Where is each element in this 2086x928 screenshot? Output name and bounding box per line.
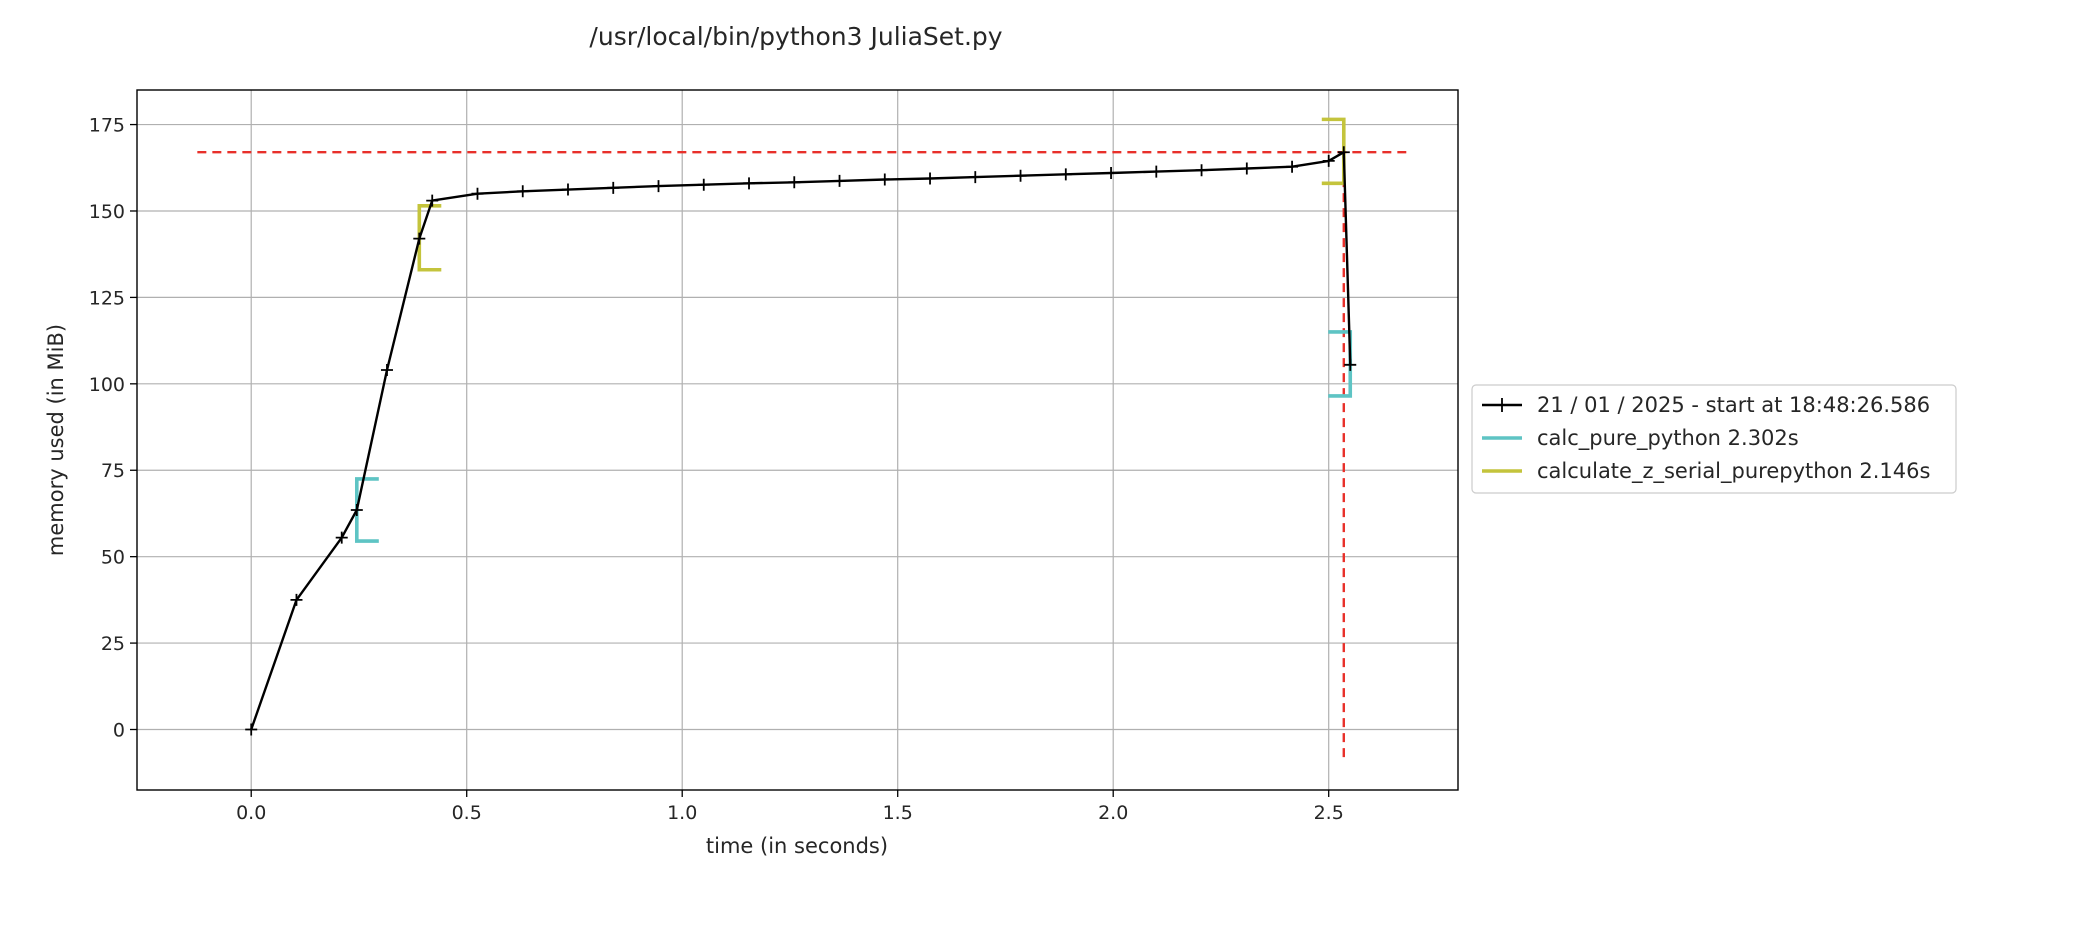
y-axis-label: memory used (in MiB) [44,324,68,556]
y-tick-label: 175 [89,115,125,137]
plot-background [137,90,1458,790]
data-point-marker [607,181,620,194]
data-point-marker [833,174,846,187]
y-tick-label: 50 [101,547,125,569]
data-point-marker [1059,168,1072,181]
x-tick-label: 0.5 [452,802,482,824]
data-point-marker [1150,165,1163,178]
y-tick-label: 150 [89,201,125,223]
data-point-marker [1286,160,1299,173]
data-point-marker [335,531,348,544]
x-axis-label: time (in seconds) [706,834,888,858]
y-tick-label: 0 [113,720,125,742]
legend-label: calc_pure_python 2.302s [1537,426,1799,451]
legend-label: calculate_z_serial_purepython 2.146s [1537,459,1930,484]
y-tick-label: 125 [89,287,125,309]
x-tick-label: 2.5 [1314,802,1344,824]
data-point-marker [380,364,393,376]
y-axis-ticks: 0 25 50 75 100 125 150 175 [89,115,137,742]
data-point-marker [1195,164,1208,177]
data-point-marker [471,187,484,200]
data-point-marker [1105,166,1118,179]
data-point-marker [697,178,710,191]
data-point-marker [652,180,665,193]
y-tick-label: 25 [101,633,125,655]
data-point-marker [290,593,303,606]
x-tick-label: 1.5 [883,802,913,824]
max-memory-lines [197,151,1407,758]
x-axis-ticks: 0.0 0.5 1.0 1.5 2.0 2.5 [236,790,1344,824]
data-point-marker [245,723,258,736]
data-point-marker [413,232,426,245]
data-point-marker [516,185,529,198]
data-point-marker [924,172,937,185]
chart-title: /usr/local/bin/python3 JuliaSet.py [589,22,1002,51]
data-point-marker [350,504,363,516]
y-tick-label: 75 [101,460,125,482]
data-point-marker [1322,154,1335,167]
legend-marker [1495,398,1509,412]
data-point-marker [1337,146,1350,159]
legend-frame [1471,384,1957,494]
y-tick-label: 100 [89,374,125,396]
x-tick-label: 2.0 [1098,802,1128,824]
data-point-marker [1240,162,1253,175]
plot-frame [136,89,1459,791]
data-point-marker [1014,169,1027,182]
data-point-marker [788,176,801,189]
data-point-marker [743,177,756,190]
data-point-marker [1344,358,1357,371]
legend-label: 21 / 01 / 2025 - start at 18:48:26.586 [1537,393,1930,417]
legend: 21 / 01 / 2025 - start at 18:48:26.586 ca… [1471,384,1957,494]
data-point-marker [561,183,574,196]
data-point-marker [969,171,982,184]
data-point-marker [426,194,439,207]
x-tick-label: 0.0 [236,802,266,824]
x-tick-label: 1.0 [667,802,697,824]
grid-lines [137,90,1458,790]
memory-series [245,146,1357,736]
data-point-marker [878,173,891,186]
legend-items: 21 / 01 / 2025 - start at 18:48:26.586 ca… [1482,393,1930,484]
